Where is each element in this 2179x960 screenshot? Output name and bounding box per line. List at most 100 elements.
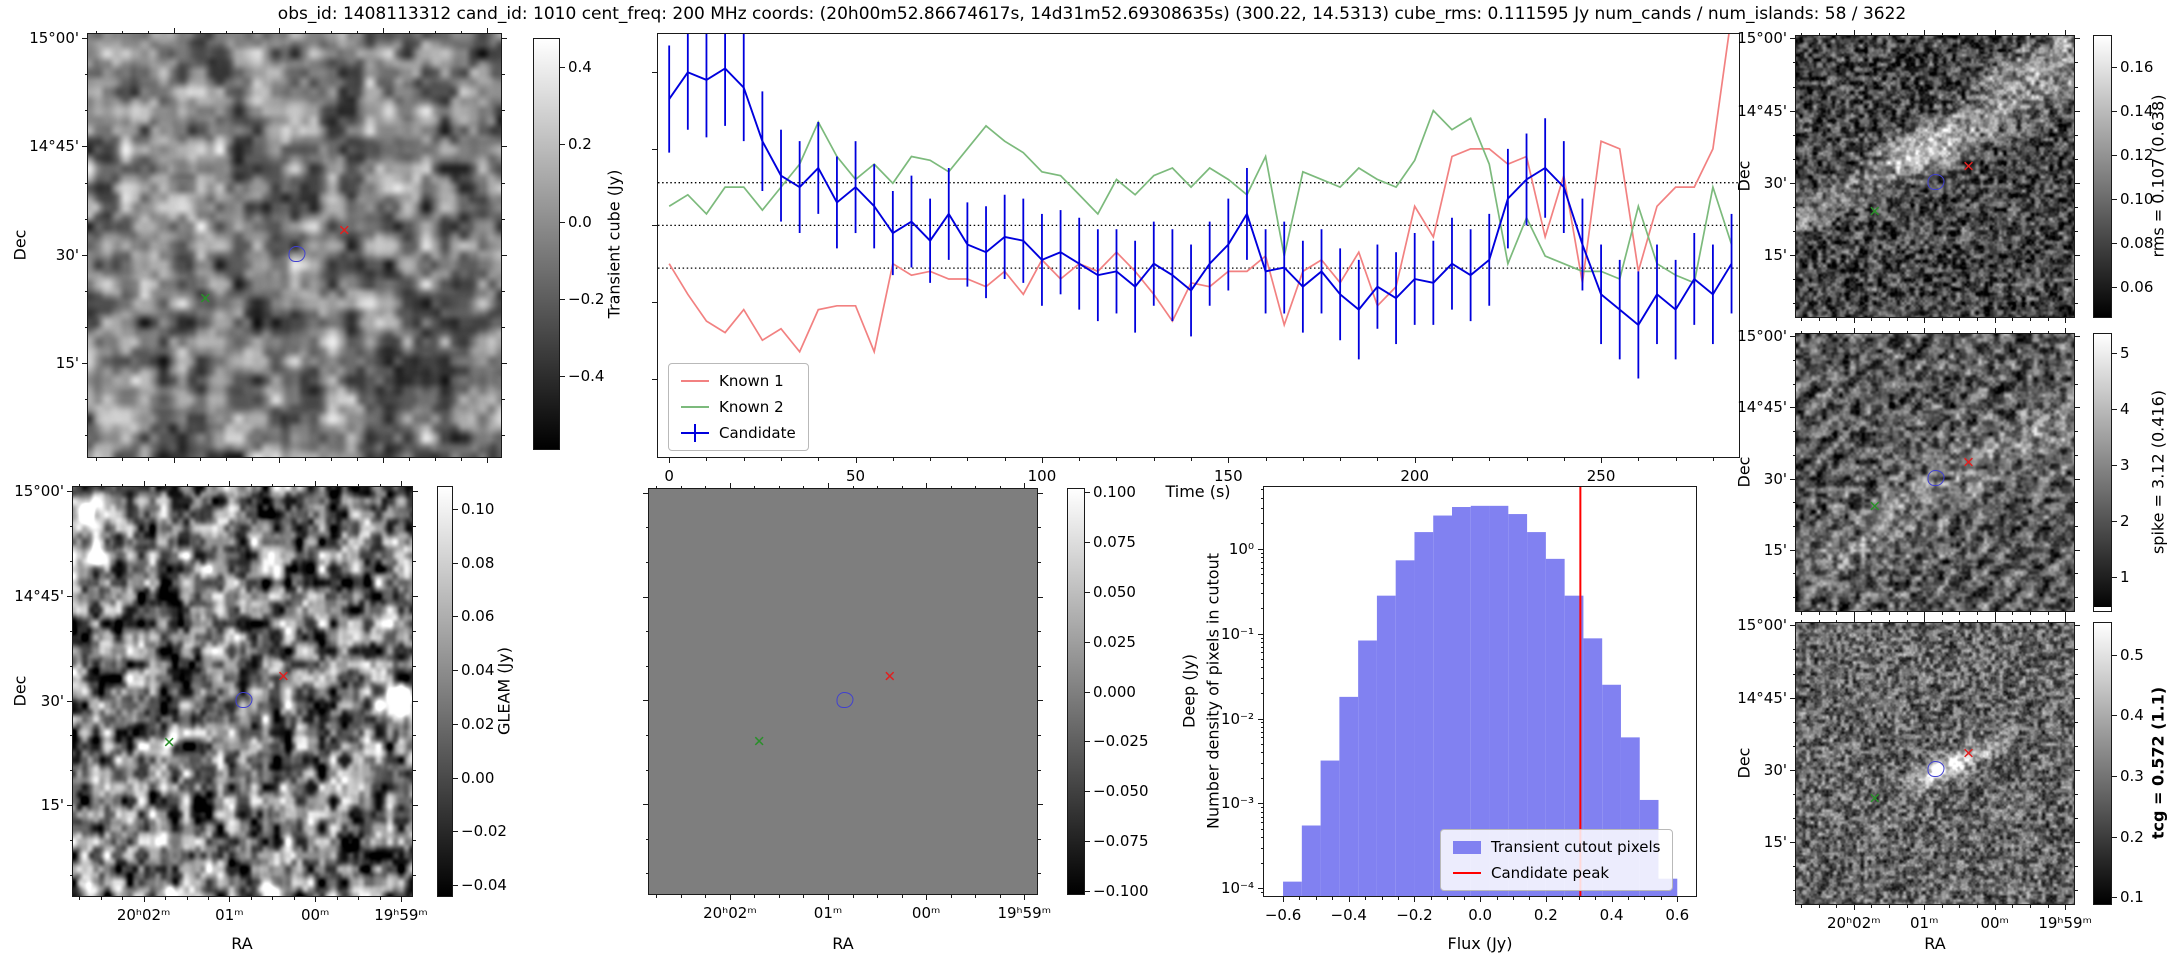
histogram-bar: [1283, 881, 1302, 896]
tick-mark: [502, 74, 505, 76]
tick-mark: [1260, 678, 1263, 680]
tick-mark: [2075, 841, 2080, 843]
tick-mark: [930, 458, 932, 461]
tick-mark: [2075, 431, 2078, 433]
tick-mark: [2075, 890, 2078, 891]
tick-mark: [2075, 303, 2078, 304]
tick-mark: [69, 735, 72, 737]
tick-mark: [1116, 458, 1118, 461]
ra-axis-label: RA: [832, 934, 854, 953]
tcg-colorbar: [2093, 622, 2112, 905]
tick-label: −0.2: [1396, 906, 1433, 924]
tick-mark: [645, 769, 648, 771]
tick-mark: [453, 723, 458, 725]
tick-mark: [2075, 62, 2078, 64]
tick-mark: [293, 483, 295, 486]
tick-mark: [1792, 597, 1795, 599]
legend-label: Candidate: [719, 424, 796, 442]
tick-mark: [1260, 667, 1263, 669]
tick-mark: [1941, 905, 1943, 908]
tick-label: 20ʰ02ᵐ: [116, 906, 171, 924]
tick-mark: [1085, 841, 1090, 843]
tick-mark: [2065, 30, 2067, 35]
tick-mark: [1790, 697, 1795, 699]
tick-label: −0.6: [1264, 906, 1302, 924]
tick-label: 10⁻²: [1220, 709, 1254, 728]
tick-mark: [1038, 665, 1041, 667]
tick-mark: [1348, 897, 1350, 902]
tick-mark: [1414, 897, 1416, 902]
tick-label: 0.6: [1665, 906, 1690, 924]
histogram-bar: [1433, 515, 1453, 896]
tick-mark: [1228, 458, 1230, 463]
tick-mark: [560, 376, 565, 378]
tick-mark: [1790, 336, 1795, 338]
colorbar-tick-label: −0.075: [1093, 832, 1149, 851]
tick-mark: [272, 483, 274, 486]
tick-mark: [502, 363, 507, 365]
known-source-1-lightcurve: [668, 34, 1730, 355]
tick-label: 200: [1400, 467, 1430, 485]
tick-mark: [1038, 804, 1043, 806]
tick-mark: [1489, 458, 1491, 461]
tick-mark: [2047, 32, 2049, 35]
tick-mark: [1959, 619, 1961, 622]
tick-mark: [1800, 32, 1802, 35]
tick-mark: [382, 458, 384, 463]
tick-mark: [999, 485, 1001, 488]
tick-mark: [1959, 905, 1961, 908]
tick-mark: [453, 670, 458, 672]
dec-axis-label: Dec: [1734, 160, 1754, 192]
colorbar-tick-label: −0.04: [461, 875, 507, 894]
tick-mark: [2075, 206, 2078, 208]
tick-mark: [1924, 318, 1926, 323]
lightcurve-panel: Known 1 Known 2 Candidate: [657, 33, 1740, 458]
colorbar-tick-label: 0.4: [568, 58, 592, 76]
tick-mark: [1258, 633, 1263, 635]
tick-label: 10⁻³: [1220, 794, 1254, 813]
tick-mark: [207, 897, 209, 900]
colorbar-tick-label: 0.00: [461, 768, 495, 787]
tick-mark: [2112, 408, 2117, 410]
tick-mark: [743, 458, 745, 461]
candidate-peak-line-swatch: [1453, 872, 1481, 874]
tick-mark: [379, 897, 381, 900]
tick-mark: [1038, 700, 1043, 702]
tick-mark: [121, 30, 123, 33]
tick-mark: [315, 897, 317, 902]
tick-mark: [1529, 897, 1531, 900]
tick-mark: [1871, 619, 1873, 622]
tick-mark: [82, 254, 87, 256]
tick-mark: [1447, 897, 1449, 900]
tick-mark: [315, 481, 317, 486]
tick-mark: [1977, 905, 1979, 908]
tick-mark: [200, 458, 202, 461]
tick-mark: [413, 840, 416, 842]
tick-mark: [1790, 549, 1795, 551]
tick-mark: [1414, 458, 1416, 463]
tick-mark: [877, 485, 879, 488]
tick-mark: [818, 458, 820, 461]
tick-mark: [1792, 230, 1795, 232]
rms-colorbar: [2093, 35, 2112, 318]
tick-mark: [2012, 619, 2014, 622]
tick-mark: [852, 485, 854, 488]
colorbar-tick-label: 1: [2120, 567, 2130, 586]
candidate-contour-marker: [235, 691, 253, 708]
tick-mark: [226, 30, 228, 33]
deep-colorbar: [1067, 488, 1085, 895]
ra-axis-label: RA: [231, 934, 253, 953]
tick-mark: [1800, 612, 1802, 615]
tick-mark: [409, 30, 411, 33]
histogram-bar: [1564, 595, 1584, 896]
tick-mark: [461, 458, 463, 461]
tick-mark: [69, 560, 72, 562]
colorbar-tick-label: 0.100: [1093, 482, 1136, 501]
tick-mark: [413, 490, 418, 492]
known1-line-swatch: [681, 380, 709, 382]
transient-cube-image: [88, 34, 501, 457]
histogram-bar-swatch: [1453, 840, 1481, 854]
histogram-y-axis-label: Number density of pixels in cutout: [1203, 553, 1223, 829]
histogram-bar: [1339, 696, 1359, 896]
tick-mark: [1038, 838, 1041, 840]
